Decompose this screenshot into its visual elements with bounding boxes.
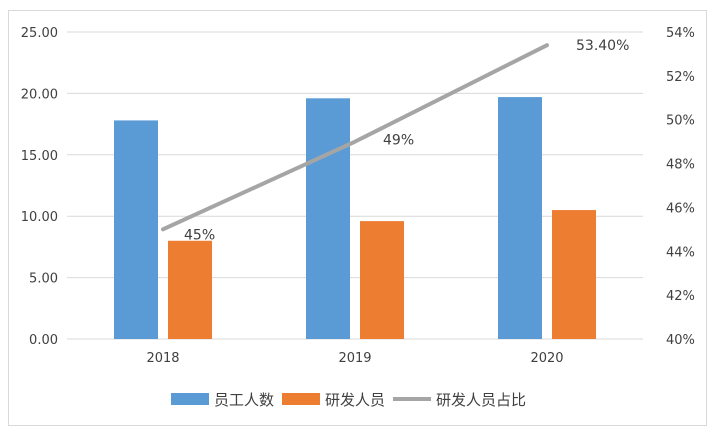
- left-tick-label: 20.00: [21, 87, 58, 102]
- x-tick-label: 2020: [530, 351, 563, 366]
- bar-rnd-staff: [360, 221, 404, 339]
- left-axis: 0.00 5.00 10.00 15.00 20.00 25.00: [21, 26, 58, 348]
- bar-employees: [498, 97, 542, 339]
- right-tick-label: 50%: [666, 114, 695, 129]
- ratio-line-path: [161, 43, 549, 232]
- right-tick-label: 46%: [666, 201, 695, 216]
- bar-employees: [306, 98, 350, 339]
- legend: 员工人数 研发人员 研发人员占比: [171, 391, 526, 409]
- legend-swatch: [171, 393, 209, 405]
- x-axis: 2018 2019 2020: [146, 351, 563, 366]
- right-axis: 40% 42% 44% 46% 48% 50% 52% 54%: [666, 26, 695, 348]
- left-tick-label: 25.00: [21, 26, 58, 41]
- bar-rnd-staff: [552, 210, 596, 339]
- ratio-data-label: 49%: [383, 133, 414, 149]
- left-tick-label: 5.00: [29, 272, 58, 287]
- x-tick-label: 2019: [338, 351, 371, 366]
- right-tick-label: 48%: [666, 158, 695, 173]
- legend-label: 研发人员占比: [436, 391, 526, 409]
- right-tick-label: 40%: [666, 333, 695, 348]
- legend-label: 员工人数: [214, 391, 274, 409]
- right-tick-label: 54%: [666, 26, 695, 41]
- right-tick-label: 52%: [666, 70, 695, 85]
- bar-employees: [114, 120, 158, 339]
- right-tick-label: 44%: [666, 245, 695, 260]
- bar-rnd-staff: [168, 240, 212, 339]
- legend-label: 研发人员: [325, 391, 385, 409]
- bars: [114, 97, 596, 339]
- ratio-data-label: 45%: [184, 227, 215, 243]
- x-tick-label: 2018: [146, 351, 179, 366]
- left-tick-label: 15.00: [21, 149, 58, 164]
- left-tick-label: 0.00: [29, 333, 58, 348]
- gridlines: [67, 31, 643, 340]
- ratio-data-label: 53.40%: [576, 38, 629, 54]
- right-tick-label: 42%: [666, 289, 695, 304]
- left-tick-label: 10.00: [21, 210, 58, 225]
- legend-swatch: [282, 393, 320, 405]
- ratio-line: 45% 49% 53.40%: [161, 38, 629, 243]
